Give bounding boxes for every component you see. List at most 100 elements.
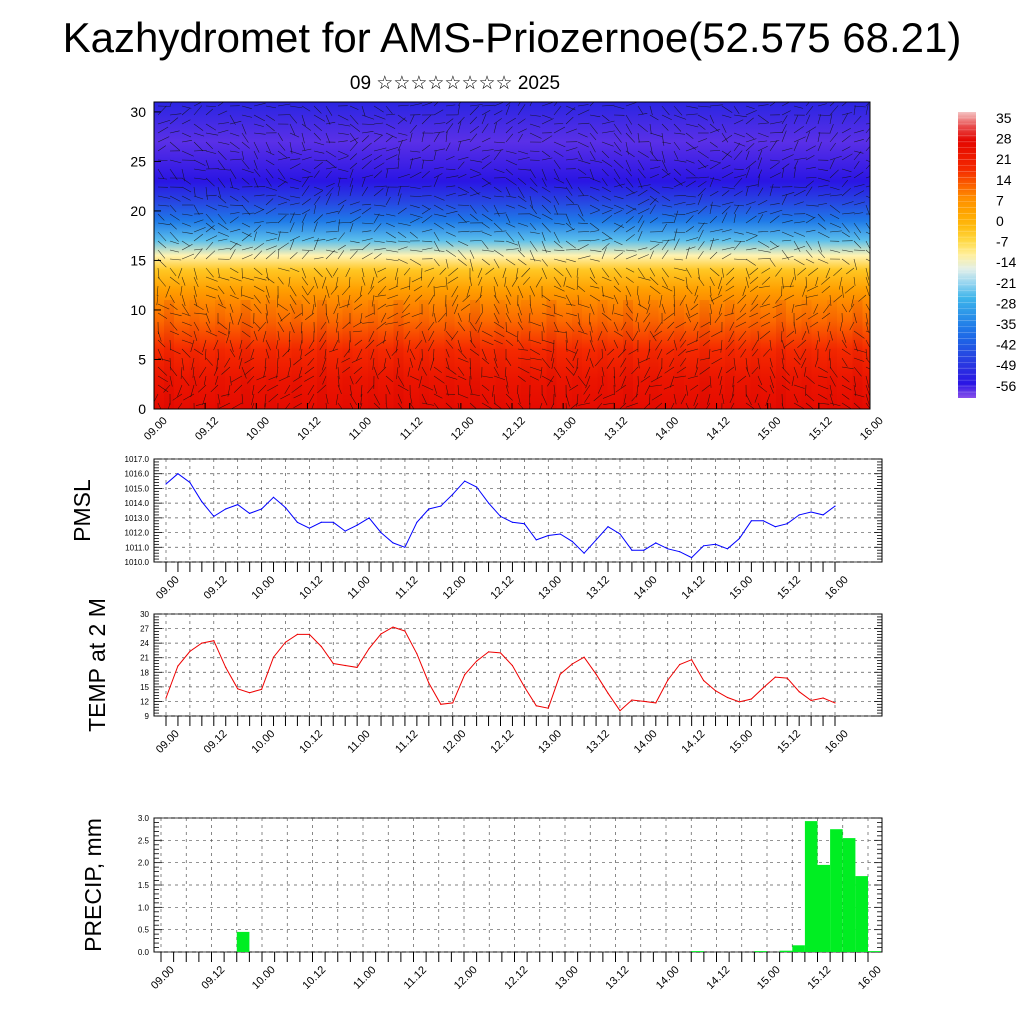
- wind-barb: [577, 294, 580, 305]
- wind-barb: [409, 171, 422, 179]
- panel-x-tick-label: 09.00: [154, 728, 182, 756]
- wind-barb: [553, 330, 567, 334]
- wind-barb: [829, 142, 836, 152]
- wind-barb: [397, 139, 403, 152]
- wind-barb: [685, 132, 694, 139]
- wind-barb: [574, 339, 579, 350]
- cross-section-x-tick-label: 16.00: [858, 415, 886, 443]
- wind-barb: [504, 366, 507, 377]
- wind-barb: [433, 258, 440, 267]
- wind-barb: [424, 267, 435, 272]
- wind-barb: [342, 366, 351, 373]
- wind-barb: [493, 230, 507, 233]
- series-point: [261, 688, 263, 690]
- wind-barb: [623, 339, 627, 352]
- wind-barb: [385, 384, 391, 395]
- wind-barb: [337, 250, 345, 260]
- wind-barb: [841, 348, 851, 355]
- wind-barb: [637, 267, 645, 279]
- wind-barb: [348, 276, 351, 288]
- wind-barb: [553, 285, 565, 292]
- wind-barb: [565, 375, 571, 389]
- wind-barb: [157, 339, 166, 348]
- wind-barb: [433, 195, 445, 201]
- wind-barb: [219, 402, 231, 409]
- wind-barb: [565, 267, 572, 278]
- wind-barb: [757, 174, 760, 188]
- wind-barb: [157, 119, 171, 125]
- wind-barb: [457, 375, 467, 381]
- wind-barb: [737, 294, 747, 304]
- wind-barb: [313, 239, 326, 242]
- wind-barb: [577, 150, 583, 161]
- wind-barb: [325, 249, 338, 253]
- series-point: [201, 501, 203, 503]
- wind-barb: [457, 104, 460, 116]
- wind-barb: [373, 122, 384, 125]
- wind-barb: [304, 375, 315, 382]
- panel-y-tick-label: 1013.0: [125, 514, 150, 523]
- wind-barb: [686, 339, 699, 346]
- wind-barb: [769, 339, 772, 351]
- wind-barb: [505, 168, 514, 176]
- wind-barb: [589, 159, 603, 163]
- wind-barb: [325, 150, 337, 158]
- wind-barb: [505, 312, 512, 323]
- wind-barb: [264, 402, 267, 409]
- wind-barb: [805, 384, 807, 397]
- wind-barb: [433, 375, 445, 384]
- wind-barb: [806, 294, 819, 298]
- wind-barb: [603, 402, 615, 405]
- wind-barb: [659, 294, 663, 308]
- wind-barb: [421, 229, 433, 233]
- wind-barb: [697, 188, 706, 197]
- wind-barb: [445, 156, 455, 161]
- wind-barb: [553, 312, 563, 317]
- wind-barb: [781, 123, 787, 134]
- wind-barb: [241, 246, 253, 251]
- wind-barb: [481, 303, 483, 314]
- wind-barb: [493, 330, 505, 338]
- wind-barb: [833, 267, 843, 277]
- wind-barb: [493, 222, 503, 231]
- series-point: [583, 656, 585, 658]
- wind-barb: [853, 115, 862, 125]
- wind-barb: [445, 130, 448, 143]
- wind-barb: [457, 393, 469, 399]
- wind-barb: [745, 150, 750, 161]
- wind-barb: [445, 330, 453, 340]
- wind-barb: [745, 105, 755, 110]
- wind-barb: [769, 240, 779, 248]
- wind-barb: [204, 348, 207, 361]
- wind-barb: [337, 384, 342, 395]
- wind-barb: [349, 105, 359, 110]
- wind-barb: [680, 393, 687, 405]
- cross-section-y-tick-label: 20: [130, 203, 146, 219]
- wind-barb: [577, 213, 585, 222]
- wind-barb: [169, 249, 180, 253]
- wind-barb: [821, 276, 831, 285]
- wind-barb: [301, 132, 305, 144]
- wind-barb: [745, 160, 757, 170]
- wind-barb: [685, 348, 699, 353]
- wind-barb: [181, 132, 192, 138]
- wind-barb: [313, 294, 316, 308]
- wind-barb: [751, 366, 759, 375]
- wind-barb: [457, 258, 467, 266]
- wind-barb: [577, 186, 584, 196]
- wind-barb: [699, 366, 711, 375]
- wind-barb: [409, 402, 415, 409]
- wind-barb: [675, 321, 687, 329]
- wind-barb: [217, 141, 230, 145]
- wind-barb: [409, 132, 413, 143]
- wind-barb: [541, 312, 555, 317]
- wind-barb: [329, 348, 339, 353]
- wind-barb: [606, 357, 615, 369]
- wind-barb: [759, 330, 771, 340]
- colorbar-label: 0: [996, 213, 1004, 229]
- wind-barb: [828, 348, 831, 361]
- colorbar-label: 14: [996, 172, 1012, 188]
- wind-barb: [577, 321, 584, 333]
- wind-barb: [337, 123, 351, 127]
- wind-barb: [725, 285, 735, 292]
